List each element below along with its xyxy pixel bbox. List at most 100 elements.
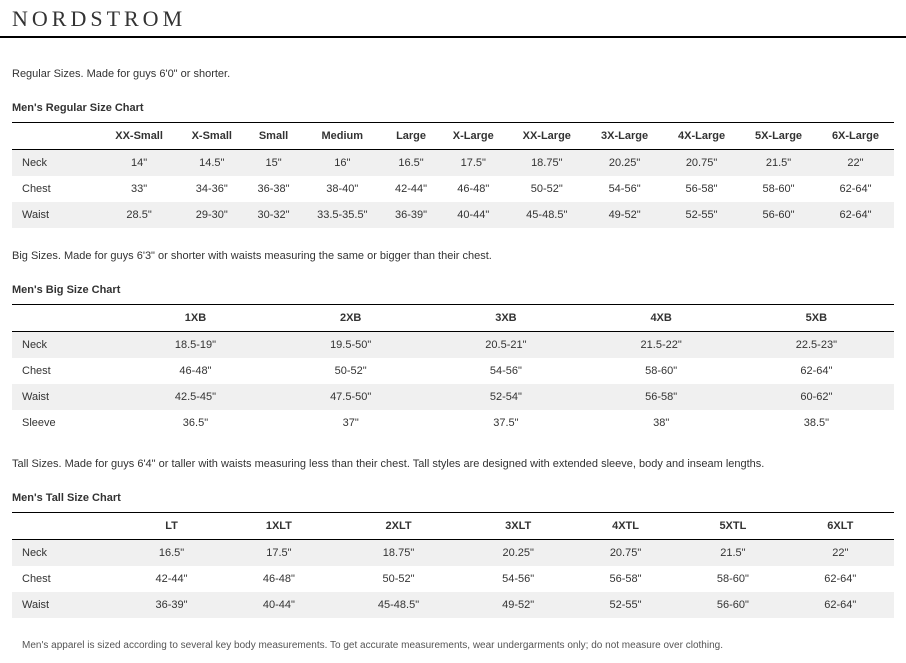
table-row: Neck14"14.5"15"16"16.5"17.5"18.75"20.25"…: [12, 150, 894, 177]
regular-intro: Regular Sizes. Made for guys 6'0" or sho…: [12, 68, 894, 80]
table-header: XX-Small: [100, 123, 178, 150]
table-cell: 19.5-50": [273, 332, 428, 359]
table-cell: 22": [817, 150, 894, 177]
table-cell: 42-44": [118, 566, 225, 592]
header: NORDSTROM: [0, 0, 906, 38]
table-header: LT: [118, 513, 225, 540]
table-cell: 60-62": [739, 384, 894, 410]
table-cell: 18.5-19": [118, 332, 273, 359]
table-cell: 42-44": [383, 176, 439, 202]
table-cell: 46-48": [439, 176, 507, 202]
table-row: Chest42-44"46-48"50-52"54-56"56-58"58-60…: [12, 566, 894, 592]
table-header: [12, 513, 118, 540]
table-cell: 52-55": [663, 202, 740, 228]
table-cell: 58-60": [740, 176, 817, 202]
table-header: 4XB: [584, 305, 739, 332]
row-label: Waist: [12, 384, 118, 410]
table-header: Small: [246, 123, 302, 150]
table-cell: 58-60": [584, 358, 739, 384]
table-header: 2XLT: [333, 513, 465, 540]
table-row: Sleeve36.5"37"37.5"38"38.5": [12, 410, 894, 436]
table-cell: 37": [273, 410, 428, 436]
table-header: [12, 123, 100, 150]
table-cell: 29-30": [178, 202, 246, 228]
table-header: 1XLT: [225, 513, 332, 540]
row-label: Chest: [12, 358, 118, 384]
footnote: Men's apparel is sized according to seve…: [22, 640, 894, 651]
table-cell: 28.5": [100, 202, 178, 228]
table-cell: 47.5-50": [273, 384, 428, 410]
table-cell: 20.25": [465, 540, 572, 567]
table-row: Chest33"34-36"36-38"38-40"42-44"46-48"50…: [12, 176, 894, 202]
table-cell: 14.5": [178, 150, 246, 177]
table-cell: 36-38": [246, 176, 302, 202]
table-header: 5XB: [739, 305, 894, 332]
table-cell: 62-64": [739, 358, 894, 384]
table-cell: 20.5-21": [428, 332, 583, 359]
table-header: [12, 305, 118, 332]
table-cell: 54-56": [428, 358, 583, 384]
row-label: Chest: [12, 566, 118, 592]
table-cell: 62-64": [787, 566, 894, 592]
table-cell: 17.5": [439, 150, 507, 177]
table-cell: 38.5": [739, 410, 894, 436]
table-row: Neck16.5"17.5"18.75"20.25"20.75"21.5"22": [12, 540, 894, 567]
table-cell: 20.75": [572, 540, 679, 567]
table-row: Waist42.5-45"47.5-50"52-54"56-58"60-62": [12, 384, 894, 410]
table-header: X-Small: [178, 123, 246, 150]
row-label: Sleeve: [12, 410, 118, 436]
table-cell: 62-64": [817, 176, 894, 202]
table-cell: 21.5": [740, 150, 817, 177]
table-cell: 50-52": [507, 176, 586, 202]
table-cell: 42.5-45": [118, 384, 273, 410]
table-cell: 49-52": [586, 202, 663, 228]
table-cell: 34-36": [178, 176, 246, 202]
regular-size-table: XX-SmallX-SmallSmallMediumLargeX-LargeXX…: [12, 122, 894, 228]
table-cell: 18.75": [507, 150, 586, 177]
table-cell: 50-52": [273, 358, 428, 384]
table-cell: 38": [584, 410, 739, 436]
table-cell: 16.5": [383, 150, 439, 177]
table-cell: 22": [787, 540, 894, 567]
row-label: Waist: [12, 592, 118, 618]
row-label: Neck: [12, 540, 118, 567]
table-row: Waist28.5"29-30"30-32"33.5-35.5"36-39"40…: [12, 202, 894, 228]
table-header: XX-Large: [507, 123, 586, 150]
table-cell: 20.25": [586, 150, 663, 177]
row-label: Waist: [12, 202, 100, 228]
table-cell: 36-39": [118, 592, 225, 618]
table-cell: 50-52": [333, 566, 465, 592]
table-cell: 54-56": [465, 566, 572, 592]
table-cell: 62-64": [817, 202, 894, 228]
table-header: Large: [383, 123, 439, 150]
table-cell: 38-40": [302, 176, 384, 202]
tall-intro: Tall Sizes. Made for guys 6'4" or taller…: [12, 458, 894, 470]
table-header: 2XB: [273, 305, 428, 332]
table-cell: 52-54": [428, 384, 583, 410]
content: Regular Sizes. Made for guys 6'0" or sho…: [0, 38, 906, 663]
table-cell: 33": [100, 176, 178, 202]
tall-size-table: LT1XLT2XLT3XLT4XTL5XTL6XLTNeck16.5"17.5"…: [12, 512, 894, 618]
table-cell: 52-55": [572, 592, 679, 618]
table-cell: 40-44": [225, 592, 332, 618]
table-cell: 17.5": [225, 540, 332, 567]
table-cell: 14": [100, 150, 178, 177]
table-cell: 58-60": [679, 566, 786, 592]
table-cell: 21.5": [679, 540, 786, 567]
row-label: Neck: [12, 332, 118, 359]
table-cell: 46-48": [225, 566, 332, 592]
table-cell: 20.75": [663, 150, 740, 177]
table-cell: 36-39": [383, 202, 439, 228]
table-cell: 22.5-23": [739, 332, 894, 359]
table-cell: 54-56": [586, 176, 663, 202]
table-cell: 56-60": [679, 592, 786, 618]
table-cell: 21.5-22": [584, 332, 739, 359]
table-header: 3XLT: [465, 513, 572, 540]
table-header: 3XB: [428, 305, 583, 332]
table-header: 5X-Large: [740, 123, 817, 150]
table-cell: 15": [246, 150, 302, 177]
table-cell: 16": [302, 150, 384, 177]
table-cell: 62-64": [787, 592, 894, 618]
big-title: Men's Big Size Chart: [12, 284, 894, 296]
table-header: 5XTL: [679, 513, 786, 540]
